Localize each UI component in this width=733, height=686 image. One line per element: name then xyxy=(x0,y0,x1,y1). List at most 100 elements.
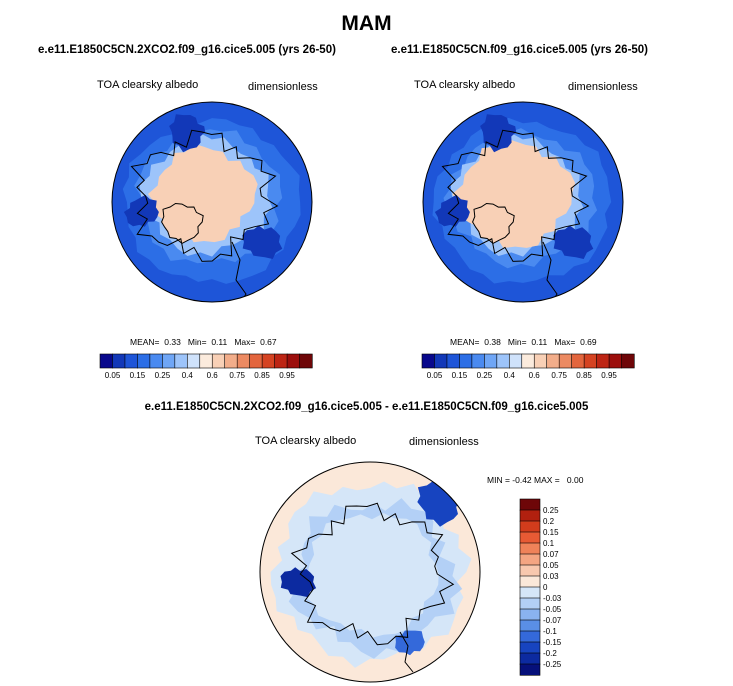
diff-colorbar-tick: -0.25 xyxy=(543,660,562,669)
panel-2-coastline-greenland xyxy=(472,202,515,244)
diff-colorbar-tick: -0.2 xyxy=(543,649,557,658)
panel-2-colorbar-box xyxy=(508,353,523,369)
diff-colorbar-box xyxy=(519,608,541,621)
diff-interior xyxy=(304,513,439,638)
diff-colorbar-box xyxy=(519,652,541,665)
panel-1-colorbar-tick: 0.4 xyxy=(182,371,194,380)
panel-1-colorbar-box xyxy=(261,353,276,369)
panel-2-max-label: Max= xyxy=(554,337,576,347)
diff-colorbar-tick: 0.03 xyxy=(543,572,559,581)
diff-colorbar-box xyxy=(519,498,541,511)
diff-max-value: 0.00 xyxy=(566,475,584,485)
panel-2-colorbar-box xyxy=(459,353,473,369)
panel-1-stats: MEAN= 0.33 Min= 0.11 Max= 0.67 xyxy=(130,337,277,347)
diff-colorbar-tick: -0.07 xyxy=(543,616,562,625)
diff-colorbar-box xyxy=(519,630,541,643)
diff-colorbar-tick: 0 xyxy=(543,583,548,592)
panel-2-title: e.e11.E1850C5CN.f09_g16.cice5.005 (yrs 2… xyxy=(391,44,649,56)
panel-2-colorbar-box xyxy=(521,353,535,369)
panel-2-variable-label: TOA clearsky albedo xyxy=(414,79,516,91)
panel-1-min-value: 0.11 xyxy=(211,337,228,347)
diff-colorbar-tick: 0.07 xyxy=(543,550,559,559)
panel-1-max-value: 0.67 xyxy=(260,337,277,347)
diff-colorbar-tick: -0.03 xyxy=(543,594,562,603)
panel-2-colorbar-box xyxy=(621,353,635,369)
panel-2-min-label: Min= xyxy=(507,337,527,347)
panel-2-colorbar-tick: 0.05 xyxy=(427,371,443,380)
panel-2-colorbar-box xyxy=(421,353,436,369)
panel-2-colorbar-box xyxy=(484,353,498,369)
diff-colorbar-box xyxy=(519,509,541,522)
panel-2-map-field xyxy=(423,102,623,302)
diff-panel-variable-label: TOA clearsky albedo xyxy=(255,435,357,447)
diff-colorbar-box xyxy=(519,564,541,577)
panel-2-stats: MEAN= 0.38 Min= 0.11 Max= 0.69 xyxy=(450,337,597,347)
panel-2-colorbar-box xyxy=(446,353,461,369)
diff-colorbar-tick: 0.15 xyxy=(543,528,559,537)
panel-1-colorbar: 0.05 0.15 0.25 0.4 0.6 0.75 0.85 0.95 xyxy=(99,353,313,380)
panel-2-greenland xyxy=(472,203,515,244)
panel-1-colorbar-box xyxy=(162,353,176,369)
panel-2-colorbar-tick: 0.25 xyxy=(477,371,493,380)
panel-1-colorbar-box xyxy=(274,353,288,369)
panel-2-mean-label: MEAN= xyxy=(450,337,480,347)
diff-colorbar-box xyxy=(519,586,541,599)
panel-2-colorbar-tick: 0.4 xyxy=(504,371,516,380)
panel-1-colorbar-tick: 0.85 xyxy=(254,371,270,380)
diff-colorbar: 0.25 0.2 0.15 0.1 0.07 0.05 0.03 0 -0.03 -0.05 -0.… xyxy=(519,498,562,676)
diff-colorbar-tick: 0.2 xyxy=(543,517,555,526)
panel-1-low-albedo-patch-1 xyxy=(242,225,283,259)
diff-colorbar-box xyxy=(519,542,541,555)
panel-1-colorbar-box xyxy=(224,353,238,369)
diff-coastline-scandinavia xyxy=(399,631,414,673)
panel-1-variable-label: TOA clearsky albedo xyxy=(97,79,199,91)
panel-2-colorbar-box xyxy=(558,353,573,369)
panel-1-colorbar-tick: 0.05 xyxy=(105,371,121,380)
panel-2-colorbar-box xyxy=(546,353,560,369)
panel-1-low-albedo-patch-2 xyxy=(123,194,159,227)
diff-strong-decrease-2 xyxy=(280,567,317,598)
panel-2-units-label: dimensionless xyxy=(568,81,638,93)
panel-1-colorbar-box xyxy=(299,353,313,369)
panel-1-mean-value: 0.33 xyxy=(164,337,181,347)
diff-colorbar-tick: -0.05 xyxy=(543,605,562,614)
panel-1-colorbar-tick: 0.95 xyxy=(279,371,295,380)
panel-1-greenland xyxy=(161,203,204,244)
panel-2-colorbar-box xyxy=(608,353,623,369)
panel-1-coastline-greenland xyxy=(161,202,204,244)
diff-colorbar-tick: -0.1 xyxy=(543,627,557,636)
panel-1-colorbar-tick: 0.25 xyxy=(155,371,171,380)
panel-2-colorbar-box xyxy=(533,353,548,369)
panel-2-max-value: 0.69 xyxy=(580,337,597,347)
diff-min-label: MIN = xyxy=(487,475,510,485)
diff-max-label: MAX = xyxy=(534,475,560,485)
diff-panel-title: e.e11.E1850C5CN.2XCO2.f09_g16.cice5.005 … xyxy=(144,401,589,413)
panel-2-colorbar-box xyxy=(596,353,610,369)
diff-colorbar-tick: -0.15 xyxy=(543,638,562,647)
panel-1-title: e.e11.E1850C5CN.2XCO2.f09_g16.cice5.005 … xyxy=(38,44,336,56)
panel-1-colorbar-box xyxy=(174,353,188,369)
panel-1-coastline-1 xyxy=(130,129,279,262)
diff-colorbar-box xyxy=(519,641,541,654)
panel-1-colorbar-box xyxy=(124,353,139,369)
diff-colorbar-box xyxy=(519,619,541,632)
panel-2-colorbar-tick: 0.95 xyxy=(601,371,617,380)
diff-colorbar-box xyxy=(519,520,541,533)
panel-1-colorbar-box xyxy=(236,353,251,369)
panel-2-colorbar-tick: 0.6 xyxy=(529,371,541,380)
panel-1-colorbar-box xyxy=(286,353,301,369)
panel-2-coastline-1 xyxy=(441,129,590,262)
panel-2-low-albedo-patch-1 xyxy=(553,225,594,259)
panel-2-colorbar-tick: 0.85 xyxy=(576,371,592,380)
panel-1-colorbar-box xyxy=(99,353,114,369)
panel-1-colorbar-box xyxy=(199,353,213,369)
panel-2-min-value: 0.11 xyxy=(531,337,548,347)
diff-panel-minmax: MIN = -0.42 MAX = 0.00 xyxy=(487,475,583,485)
panel-2-polar-map xyxy=(422,101,624,303)
panel-2-colorbar-tick: 0.15 xyxy=(452,371,468,380)
diff-panel-polar-map xyxy=(259,461,481,683)
diff-colorbar-tick: 0.05 xyxy=(543,561,559,570)
panel-2-mean-value: 0.38 xyxy=(484,337,501,347)
diff-colorbar-box xyxy=(519,553,541,566)
diff-panel-units-label: dimensionless xyxy=(409,436,479,448)
